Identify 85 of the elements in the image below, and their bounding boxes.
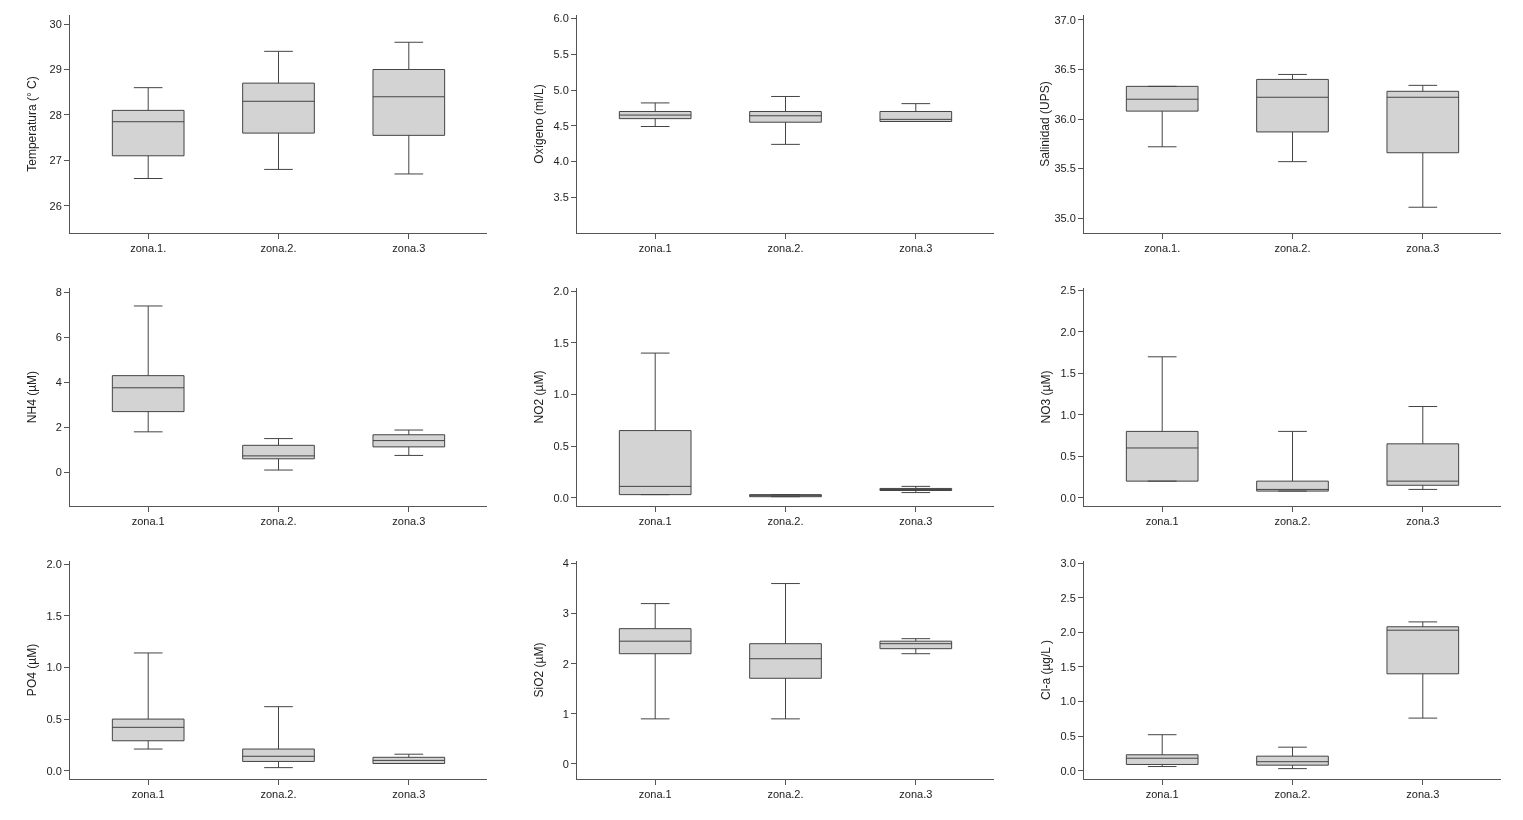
y-tick-label: 2.5: [1060, 284, 1076, 297]
x-tick-label: zona.2.: [1274, 788, 1311, 801]
y-axis-title: NO2 (µM): [532, 370, 546, 424]
y-tick-label: 2: [55, 421, 62, 434]
y-tick-label: 4.0: [553, 155, 569, 168]
y-tick-label: 36.0: [1054, 112, 1076, 125]
y-tick-label: 6.0: [553, 12, 569, 25]
y-tick-label: 1.5: [46, 609, 62, 622]
y-tick-label: 1.0: [1060, 695, 1076, 708]
y-tick-label: 3.0: [1060, 556, 1076, 569]
y-tick-label: 0.5: [1060, 729, 1076, 742]
x-tick-label: zona.1: [131, 788, 165, 801]
y-tick-label: 4: [562, 557, 569, 570]
x-tick-label: zona.1.: [1144, 242, 1181, 255]
y-tick-label: 5.0: [553, 83, 569, 96]
y-tick-label: 5.5: [553, 48, 569, 61]
y-axis-title: SiO2 (µM): [532, 642, 546, 698]
y-tick-label: 2.0: [1060, 325, 1076, 338]
y-tick-label: 35.5: [1054, 162, 1076, 175]
y-axis-title: NH4 (µM): [25, 370, 39, 424]
y-tick-label: 30: [49, 17, 62, 30]
y-tick-label: 2.0: [553, 284, 569, 297]
y-tick-label: 4: [55, 376, 62, 389]
y-tick-label: 1.5: [553, 336, 569, 349]
y-tick-label: 1.0: [46, 661, 62, 674]
x-tick-label: zona.2.: [767, 788, 804, 801]
x-tick-label: zona.2.: [260, 242, 297, 255]
y-tick-label: 1.5: [1060, 367, 1076, 380]
x-tick-label: zona.2.: [1274, 242, 1311, 255]
y-tick-label: 35.0: [1054, 211, 1076, 224]
y-tick-label: 0.5: [46, 712, 62, 725]
x-tick-label: zona.3: [392, 515, 426, 528]
y-tick-label: 4.5: [553, 119, 569, 132]
x-tick-label: zona.3: [899, 788, 933, 801]
y-tick-label: 0.5: [553, 439, 569, 452]
x-tick-label: zona.3: [392, 788, 426, 801]
x-tick-label: zona.1: [1145, 515, 1179, 528]
y-tick-label: 8: [55, 286, 62, 299]
x-tick-label: zona.1: [638, 242, 672, 255]
y-tick-label: 0.0: [1060, 764, 1076, 777]
x-tick-label: zona.2.: [1274, 515, 1311, 528]
x-tick-label: zona.1: [638, 788, 672, 801]
x-tick-label: zona.3: [899, 242, 933, 255]
y-tick-label: 0.0: [553, 491, 569, 504]
x-tick-label: zona.2.: [260, 515, 297, 528]
x-tick-label: zona.3: [899, 515, 933, 528]
y-tick-label: 29: [49, 63, 62, 76]
y-tick-label: 0: [562, 757, 569, 770]
y-tick-label: 0: [55, 466, 62, 479]
x-tick-label: zona.2.: [767, 242, 804, 255]
x-tick-label: zona.1: [638, 515, 672, 528]
y-axis-title: Salinidad (UPS): [1038, 81, 1053, 167]
y-tick-label: 28: [49, 108, 62, 121]
x-tick-label: zona.3: [1406, 515, 1440, 528]
x-tick-label: zona.3: [392, 242, 426, 255]
x-tick-label: zona.2.: [260, 788, 297, 801]
y-tick-label: 37.0: [1054, 13, 1076, 26]
y-axis-title: NO3 (µM): [1039, 370, 1053, 424]
y-tick-label: 0.0: [1060, 491, 1076, 504]
y-tick-label: 27: [49, 154, 62, 167]
x-tick-label: zona.3: [1406, 788, 1440, 801]
y-tick-label: 0.0: [46, 764, 62, 777]
y-tick-label: 1.0: [553, 388, 569, 401]
y-axis-title: Temperatura (° C): [25, 76, 39, 172]
y-axis-title: Cl-a (µg/L ): [1039, 640, 1053, 700]
y-tick-label: 1.0: [1060, 408, 1076, 421]
y-tick-label: 2: [562, 657, 569, 670]
y-tick-label: 2.0: [46, 557, 62, 570]
x-tick-label: zona.2.: [767, 515, 804, 528]
y-tick-label: 36.5: [1054, 63, 1076, 76]
y-axis-title: PO4 (µM): [25, 643, 39, 697]
y-tick-label: 26: [49, 199, 62, 212]
y-tick-label: 2.5: [1060, 591, 1076, 604]
x-tick-label: zona.3: [1406, 242, 1440, 255]
y-tick-label: 1: [562, 707, 569, 720]
y-tick-label: 3.5: [553, 191, 569, 204]
y-tick-label: 2.0: [1060, 626, 1076, 639]
y-tick-label: 6: [55, 331, 62, 344]
y-tick-label: 1.5: [1060, 660, 1076, 673]
x-tick-label: zona.1: [131, 515, 165, 528]
y-axis-title: Oxígeno (ml/L): [532, 84, 546, 164]
x-tick-label: zona.1.: [130, 242, 167, 255]
x-tick-label: zona.1: [1145, 788, 1179, 801]
y-tick-label: 0.5: [1060, 450, 1076, 463]
y-tick-label: 3: [562, 607, 569, 620]
